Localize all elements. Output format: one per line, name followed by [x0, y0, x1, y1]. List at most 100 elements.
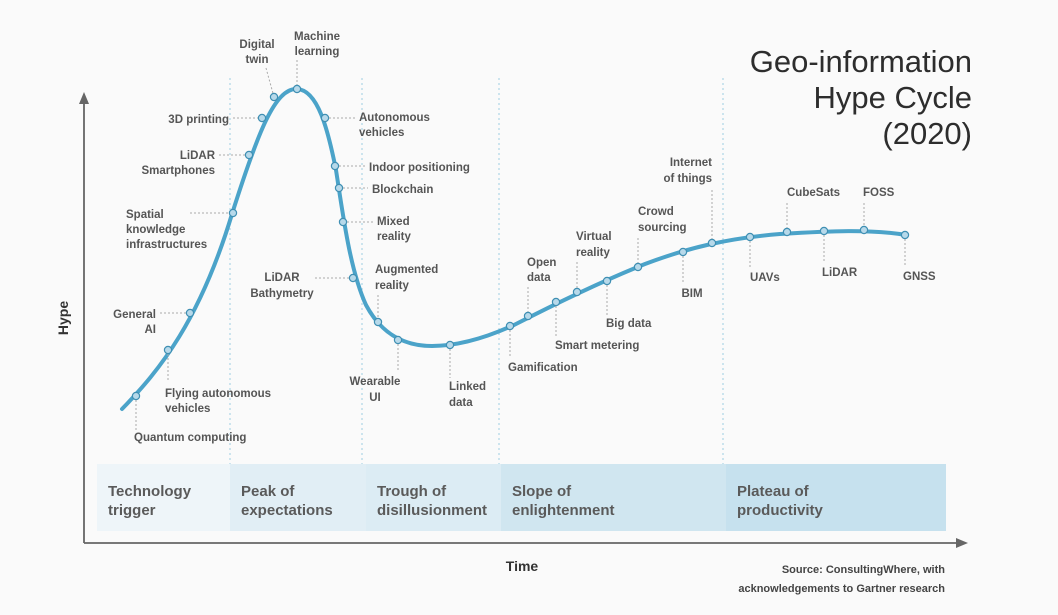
- tech-big-data: Big data: [602, 276, 652, 330]
- tech-marker: [334, 183, 344, 193]
- phase-label-technology-trigger: Technology trigger: [108, 483, 192, 519]
- tech-lidar: LiDAR: [819, 226, 858, 279]
- source-note: Source: ConsultingWhere, with acknowledge…: [738, 564, 945, 595]
- tech-label: Autonomous vehicles: [359, 112, 430, 139]
- tech-label: Indoor positioning: [369, 162, 470, 174]
- tech-general-ai: General AI: [113, 308, 195, 336]
- phase-band-plateau-of-productivity: [726, 464, 946, 531]
- tech-label: UAVs: [750, 272, 780, 284]
- tech-marker: [393, 335, 403, 345]
- tech-marker: [782, 227, 792, 237]
- tech-label: CubeSats: [787, 187, 840, 199]
- tech-spatial-knowledge-infrastructures: Spatial knowledge infrastructures: [126, 208, 238, 251]
- phase-band-peak-of-expectations: [230, 464, 366, 531]
- tech-marker: [633, 262, 643, 272]
- tech-virtual-reality: Virtual reality: [572, 231, 612, 297]
- tech-label: BIM: [681, 288, 702, 300]
- tech-marker: [445, 340, 455, 350]
- tech-machine-learning: Machine learning: [292, 31, 340, 94]
- tech-marker: [269, 92, 279, 102]
- technologies: Quantum computing Flying autonomous vehicl…: [113, 31, 936, 444]
- tech-cubesats: CubeSats: [782, 187, 840, 237]
- phase-band-technology-trigger: [97, 464, 230, 531]
- tech-label: LiDAR: [822, 267, 858, 279]
- hype-curve: [120, 86, 908, 411]
- source-line: Source: ConsultingWhere, with: [782, 564, 945, 576]
- tech-marker: [292, 84, 302, 94]
- tech-indoor-positioning: Indoor positioning: [330, 161, 470, 174]
- tech-marker: [257, 113, 267, 123]
- tech-label: General AI: [113, 309, 156, 336]
- source-line: acknowledgements to Gartner research: [738, 583, 945, 595]
- title-line: Hype Cycle: [814, 80, 973, 115]
- tech-marker: [185, 308, 195, 318]
- phase-label-slope-of-enlightenment: Slope of enlightenment: [512, 483, 615, 519]
- x-axis-label: Time: [506, 558, 539, 574]
- tech-crowd-sourcing: Crowd sourcing: [633, 206, 687, 272]
- tech-mixed-reality: Mixed reality: [338, 216, 411, 243]
- tech-marker: [707, 238, 717, 248]
- tech-marker: [551, 297, 561, 307]
- tech-augmented-reality: Augmented reality: [373, 264, 438, 327]
- tech-marker: [859, 225, 869, 235]
- tech-flying-autonomous-vehicles: Flying autonomous vehicles: [163, 345, 271, 415]
- tech-label: Gamification: [508, 362, 578, 374]
- phase-bands: Technology trigger Peak of expectations Trou…: [97, 464, 946, 531]
- tech-lidar-bathymetry: LiDAR Bathymetry: [250, 272, 358, 300]
- tech-label: LiDAR Bathymetry: [250, 272, 314, 300]
- tech-label: Smart metering: [555, 340, 639, 352]
- tech-label: Wearable UI: [350, 376, 401, 404]
- phase-label-trough-of-disillusionment: Trough of disillusionment: [377, 483, 487, 519]
- axes: [79, 92, 968, 548]
- tech-wearable-ui: Wearable UI: [350, 335, 403, 404]
- tech-foss: FOSS: [859, 187, 895, 235]
- tech-3d-printing: 3D printing: [168, 113, 267, 126]
- tech-label: Machine learning: [294, 31, 340, 58]
- tech-marker: [373, 317, 383, 327]
- phase-band-slope-of-enlightenment: [501, 464, 726, 531]
- tech-marker: [320, 113, 330, 123]
- tech-label: Digital twin: [239, 39, 274, 66]
- tech-internet-of-things: Internet of things: [663, 157, 717, 248]
- tech-autonomous-vehicles: Autonomous vehicles: [320, 112, 430, 139]
- tech-label: Spatial knowledge infrastructures: [126, 209, 207, 251]
- tech-bim: BIM: [678, 247, 703, 300]
- tech-marker: [523, 311, 533, 321]
- tech-marker: [131, 391, 141, 401]
- tech-marker: [900, 230, 910, 240]
- tech-marker: [505, 321, 515, 331]
- tech-marker: [819, 226, 829, 236]
- tech-marker: [163, 345, 173, 355]
- tech-blockchain: Blockchain: [334, 183, 433, 196]
- tech-marker: [602, 276, 612, 286]
- tech-label: Big data: [606, 318, 652, 330]
- phase-label-peak-of-expectations: Peak of expectations: [241, 483, 333, 519]
- phase-dividers: [229, 78, 724, 464]
- tech-marker: [244, 150, 254, 160]
- title-line: (2020): [882, 116, 972, 151]
- tech-gamification: Gamification: [505, 321, 578, 374]
- phase-band-trough-of-disillusionment: [366, 464, 501, 531]
- tech-marker: [745, 232, 755, 242]
- phase-label-plateau-of-productivity: Plateau of productivity: [737, 483, 823, 519]
- tech-label: GNSS: [903, 271, 936, 283]
- connector-line: [265, 67, 275, 98]
- tech-gnss: GNSS: [900, 230, 936, 283]
- tech-smart-metering: Smart metering: [551, 297, 639, 352]
- tech-marker: [228, 208, 238, 218]
- tech-label: LiDAR Smartphones: [142, 150, 216, 177]
- tech-label: Blockchain: [372, 184, 433, 196]
- tech-label: Quantum computing: [134, 432, 246, 444]
- tech-marker: [330, 161, 340, 171]
- title-line: Geo-information: [750, 44, 972, 79]
- tech-label: Internet of things: [663, 157, 712, 185]
- tech-label: Flying autonomous vehicles: [165, 388, 271, 415]
- tech-label: Virtual reality: [576, 231, 612, 259]
- tech-marker: [572, 287, 582, 297]
- tech-label: Linked data: [449, 381, 486, 409]
- tech-label: FOSS: [863, 187, 895, 199]
- tech-label: Augmented reality: [375, 264, 438, 292]
- x-axis-arrow-icon: [956, 538, 968, 548]
